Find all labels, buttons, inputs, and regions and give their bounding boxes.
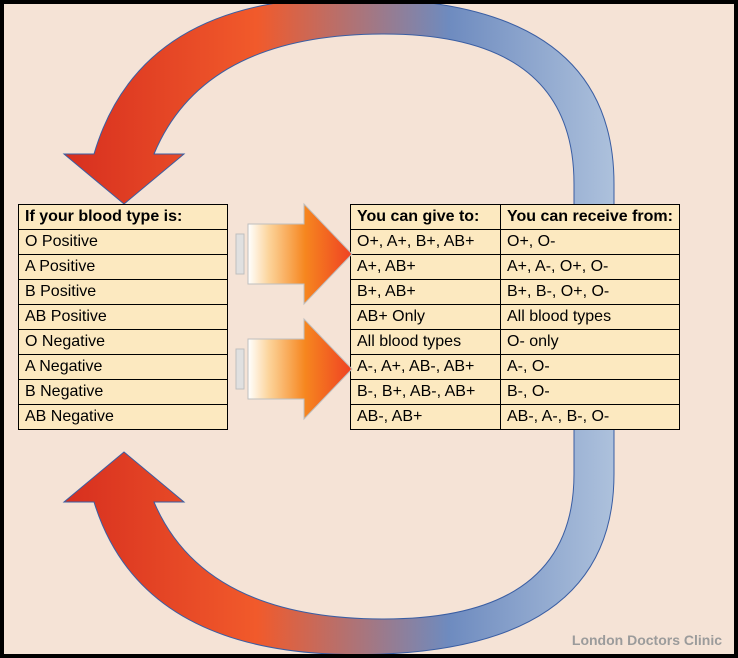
table-row: B+, AB+ <box>351 280 501 305</box>
blood-type-infographic: If your blood type is: O Positive A Posi… <box>0 0 738 658</box>
table-row: AB Negative <box>19 405 228 430</box>
block-arrow-bottom-icon <box>236 319 352 419</box>
table-row: A+, AB+ <box>351 255 501 280</box>
table-row: O Negative <box>19 330 228 355</box>
right-table-header-receive: You can receive from: <box>501 205 680 230</box>
table-row: O+, O- <box>501 230 680 255</box>
give-receive-table: You can give to: You can receive from: O… <box>350 204 680 430</box>
table-row: B Negative <box>19 380 228 405</box>
table-row: AB Positive <box>19 305 228 330</box>
table-row: A+, A-, O+, O- <box>501 255 680 280</box>
table-row: B-, B+, AB-, AB+ <box>351 380 501 405</box>
table-row: O- only <box>501 330 680 355</box>
table-row: AB-, AB+ <box>351 405 501 430</box>
block-arrow-top-icon <box>236 204 352 304</box>
blood-type-table: If your blood type is: O Positive A Posi… <box>18 204 228 430</box>
right-table-header-give: You can give to: <box>351 205 501 230</box>
table-row: B-, O- <box>501 380 680 405</box>
table-row: B+, B-, O+, O- <box>501 280 680 305</box>
table-row: A-, A+, AB-, AB+ <box>351 355 501 380</box>
table-row: A-, O- <box>501 355 680 380</box>
table-row: O+, A+, B+, AB+ <box>351 230 501 255</box>
table-row: O Positive <box>19 230 228 255</box>
left-table-header: If your blood type is: <box>19 205 228 230</box>
table-row: All blood types <box>501 305 680 330</box>
table-row: B Positive <box>19 280 228 305</box>
table-row: All blood types <box>351 330 501 355</box>
table-row: AB-, A-, B-, O- <box>501 405 680 430</box>
credit-text: London Doctors Clinic <box>572 632 722 648</box>
table-row: A Positive <box>19 255 228 280</box>
table-row: AB+ Only <box>351 305 501 330</box>
table-row: A Negative <box>19 355 228 380</box>
